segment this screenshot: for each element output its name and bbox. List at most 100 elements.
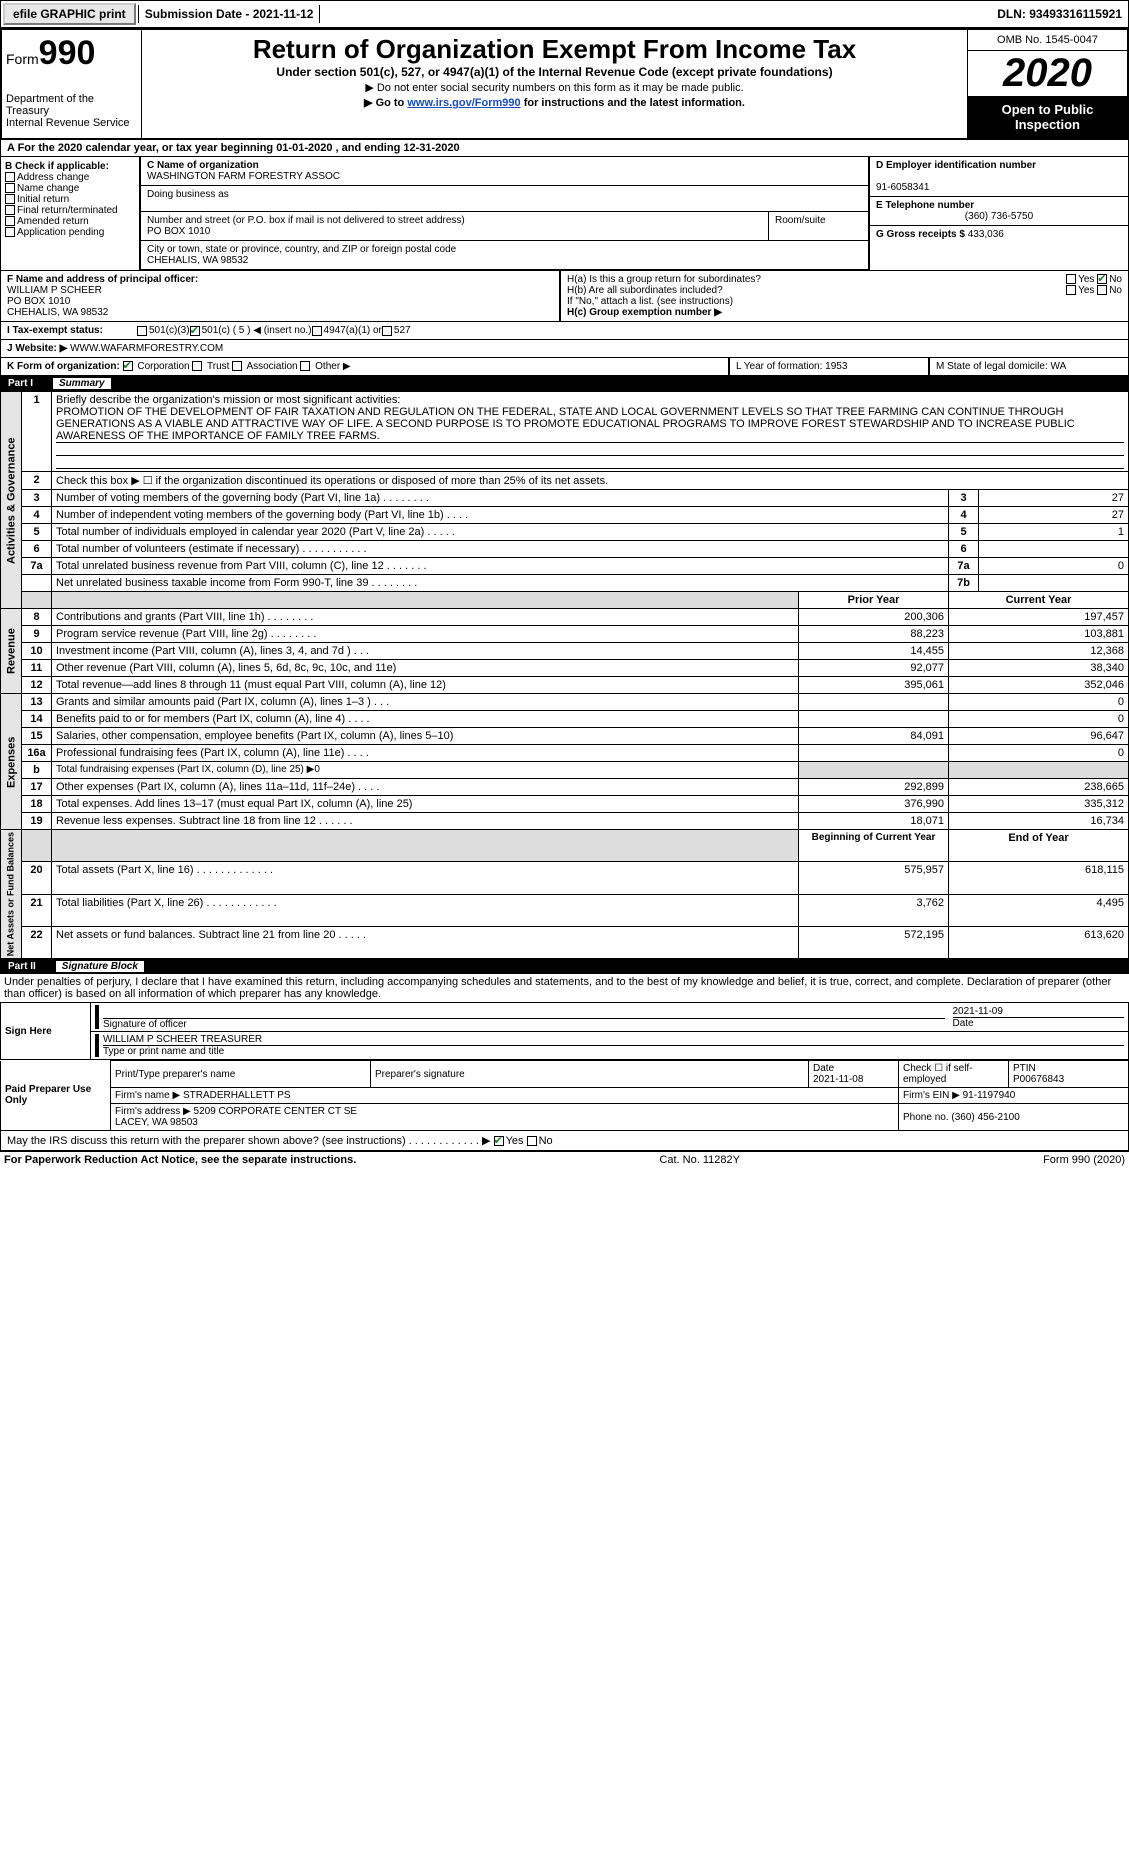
- r12-c: 352,046: [949, 677, 1129, 694]
- self-emp-label: Check ☐ if self-employed: [899, 1061, 1009, 1088]
- r9-n: 9: [22, 626, 52, 643]
- 4947-cb[interactable]: [312, 326, 322, 336]
- r10-p: 14,455: [799, 643, 949, 660]
- r7a-n: 7a: [22, 558, 52, 575]
- r17-n: 17: [22, 779, 52, 796]
- hb-no: No: [1109, 285, 1122, 296]
- r19-p: 18,071: [799, 813, 949, 830]
- app-pending-cb[interactable]: [5, 227, 15, 237]
- officer-printed: WILLIAM P SCHEER TREASURER: [103, 1034, 1124, 1046]
- r12-t: Total revenue—add lines 8 through 11 (mu…: [52, 677, 799, 694]
- 527-cb[interactable]: [382, 326, 392, 336]
- footer-mid: Cat. No. 11282Y: [659, 1154, 740, 1166]
- h-block: H(a) Is this a group return for subordin…: [560, 271, 1129, 322]
- initial-return-cb[interactable]: [5, 194, 15, 204]
- row-i-tax-status: I Tax-exempt status: 501(c)(3) 501(c) ( …: [0, 322, 1129, 340]
- r3-v: 27: [979, 490, 1129, 507]
- r13-c: 0: [949, 694, 1129, 711]
- r9-t: Program service revenue (Part VIII, line…: [52, 626, 799, 643]
- dept-treasury: Department of the Treasury: [6, 93, 137, 117]
- ptin: P00676843: [1013, 1074, 1064, 1085]
- hb-no-cb[interactable]: [1097, 285, 1107, 295]
- r7b-t: Net unrelated business taxable income fr…: [52, 575, 949, 592]
- r16a-t: Professional fundraising fees (Part IX, …: [52, 745, 799, 762]
- other-cb[interactable]: [300, 361, 310, 371]
- r10-c: 12,368: [949, 643, 1129, 660]
- sign-here-label: Sign Here: [1, 1003, 91, 1060]
- note2-post: for instructions and the latest informat…: [521, 97, 745, 109]
- firm-addr1: 5209 CORPORATE CENTER CT SE: [194, 1106, 358, 1117]
- r22-c: 613,620: [949, 926, 1129, 958]
- r16b-n: b: [22, 762, 52, 779]
- firm-ein: 91-1197940: [963, 1090, 1016, 1101]
- dept-irs: Internal Revenue Service: [6, 117, 137, 129]
- r5-rn: 5: [949, 524, 979, 541]
- 4947-label: 4947(a)(1) or: [324, 325, 382, 336]
- discuss-no-cb[interactable]: [527, 1136, 537, 1146]
- hdr-boy: Beginning of Current Year: [799, 830, 949, 862]
- firm-addr-label: Firm's address ▶: [115, 1106, 191, 1117]
- penalty-text: Under penalties of perjury, I declare th…: [0, 974, 1129, 1002]
- cb-pending-label: Application pending: [17, 227, 104, 238]
- r18-p: 376,990: [799, 796, 949, 813]
- r20-c: 618,115: [949, 862, 1129, 894]
- telephone: (360) 736-5750: [876, 211, 1122, 222]
- form-label: Form: [6, 51, 39, 67]
- org-name: WASHINGTON FARM FORESTRY ASSOC: [147, 171, 340, 182]
- footer-right: Form 990 (2020): [1043, 1154, 1125, 1166]
- sig-date-label: Date: [953, 1018, 974, 1029]
- final-return-cb[interactable]: [5, 205, 15, 215]
- r8-t: Contributions and grants (Part VIII, lin…: [52, 609, 799, 626]
- part1-label: Part I: [8, 378, 33, 389]
- r17-t: Other expenses (Part IX, column (A), lin…: [52, 779, 799, 796]
- top-bar: efile GRAPHIC print Submission Date - 20…: [0, 0, 1129, 28]
- form-header: Form990 Department of the Treasury Inter…: [0, 28, 1129, 140]
- r19-n: 19: [22, 813, 52, 830]
- room-suite-label: Room/suite: [768, 212, 868, 240]
- assoc-label: Association: [246, 361, 297, 372]
- officer-addr1: PO BOX 1010: [7, 296, 70, 307]
- ha-no-cb[interactable]: [1097, 274, 1107, 284]
- discuss-yes: Yes: [506, 1135, 524, 1147]
- r4-v: 27: [979, 507, 1129, 524]
- 501c-cb[interactable]: [190, 326, 200, 336]
- prep-date: 2021-11-08: [813, 1074, 863, 1085]
- vlabel-revenue: Revenue: [1, 609, 22, 694]
- hdr-curr: Current Year: [949, 592, 1129, 609]
- hb-yes-cb[interactable]: [1066, 285, 1076, 295]
- discuss-yes-cb[interactable]: [494, 1136, 504, 1146]
- amended-return-cb[interactable]: [5, 216, 15, 226]
- address-change-cb[interactable]: [5, 172, 15, 182]
- footer: For Paperwork Reduction Act Notice, see …: [0, 1151, 1129, 1168]
- ha-label: H(a) Is this a group return for subordin…: [567, 274, 1066, 285]
- r13-n: 13: [22, 694, 52, 711]
- r11-p: 92,077: [799, 660, 949, 677]
- ha-yes-cb[interactable]: [1066, 274, 1076, 284]
- corp-cb[interactable]: [123, 361, 133, 371]
- r19-c: 16,734: [949, 813, 1129, 830]
- sig-date: 2021-11-09: [953, 1006, 1125, 1018]
- name-change-cb[interactable]: [5, 183, 15, 193]
- city: CHEHALIS, WA 98532: [147, 255, 248, 266]
- tax-year: 2020: [968, 51, 1127, 96]
- r21-c: 4,495: [949, 894, 1129, 926]
- city-label: City or town, state or province, country…: [147, 244, 456, 255]
- instructions-note: ▶ Go to www.irs.gov/Form990 for instruct…: [146, 96, 963, 109]
- prep-date-label: Date: [813, 1063, 834, 1074]
- 501c3-cb[interactable]: [137, 326, 147, 336]
- r21-p: 3,762: [799, 894, 949, 926]
- corp-label: Corporation: [137, 361, 189, 372]
- ha-no: No: [1109, 274, 1122, 285]
- officer-addr2: CHEHALIS, WA 98532: [7, 307, 108, 318]
- irs-link[interactable]: www.irs.gov/Form990: [407, 97, 520, 109]
- r4-n: 4: [22, 507, 52, 524]
- form-number: 990: [39, 34, 96, 72]
- r19-t: Revenue less expenses. Subtract line 18 …: [52, 813, 799, 830]
- trust-cb[interactable]: [192, 361, 202, 371]
- dln-label: DLN: 93493316115921: [991, 5, 1128, 23]
- r16b-p: [799, 762, 949, 779]
- ein: 91-6058341: [876, 182, 929, 193]
- assoc-cb[interactable]: [232, 361, 242, 371]
- vlabel-expenses: Expenses: [1, 694, 22, 830]
- efile-print-button[interactable]: efile GRAPHIC print: [3, 3, 136, 25]
